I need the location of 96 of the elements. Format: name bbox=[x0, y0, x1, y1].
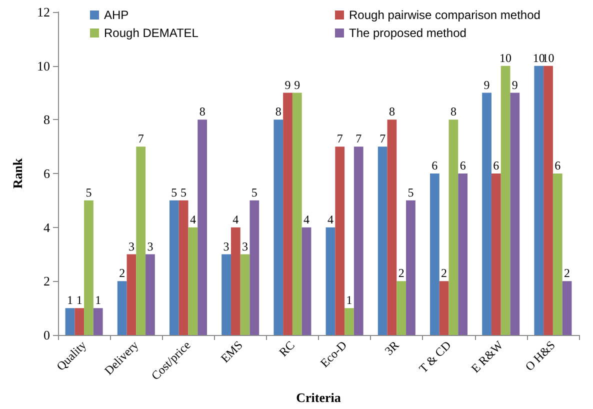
bar bbox=[146, 254, 155, 335]
data-label: 5 bbox=[86, 185, 92, 200]
bar bbox=[534, 66, 544, 335]
bar bbox=[84, 200, 94, 335]
bar bbox=[198, 120, 208, 335]
bar bbox=[552, 174, 562, 335]
bar bbox=[302, 227, 312, 335]
x-tick-label: T & CD bbox=[416, 338, 454, 376]
bar bbox=[562, 281, 572, 335]
bar bbox=[126, 254, 136, 335]
data-label: 3 bbox=[242, 239, 248, 254]
data-label: 9 bbox=[284, 78, 291, 92]
data-label: 8 bbox=[450, 104, 456, 119]
bar bbox=[230, 227, 240, 335]
bar bbox=[448, 120, 458, 335]
bar bbox=[283, 92, 292, 335]
bar bbox=[250, 200, 260, 335]
data-label: 1 bbox=[346, 293, 352, 308]
data-label: 9 bbox=[294, 78, 300, 92]
data-label: 4 bbox=[232, 212, 239, 226]
data-label: 1 bbox=[95, 293, 102, 308]
data-label: 9 bbox=[484, 78, 490, 92]
y-tick-label: 4 bbox=[44, 220, 50, 235]
data-label: 9 bbox=[512, 78, 518, 92]
bar bbox=[292, 92, 302, 335]
data-label: 10 bbox=[532, 50, 545, 65]
bar bbox=[326, 227, 336, 335]
y-tick-label: 12 bbox=[37, 4, 50, 20]
y-tick-label: 0 bbox=[44, 328, 50, 342]
data-label: 4 bbox=[304, 212, 310, 226]
data-label: 10 bbox=[542, 50, 554, 65]
bar bbox=[354, 146, 364, 335]
data-label: 6 bbox=[493, 158, 500, 172]
bar bbox=[178, 200, 188, 335]
bar bbox=[222, 254, 231, 335]
bar bbox=[344, 308, 354, 335]
bar bbox=[396, 281, 406, 335]
data-label: 6 bbox=[460, 158, 466, 172]
bar bbox=[430, 174, 440, 335]
bar bbox=[136, 146, 146, 335]
bar bbox=[169, 200, 179, 335]
data-label: 2 bbox=[564, 266, 570, 280]
y-tick-label: 8 bbox=[44, 112, 50, 128]
data-label: 3 bbox=[223, 239, 230, 254]
bar bbox=[378, 146, 388, 335]
data-label: 6 bbox=[554, 158, 561, 172]
data-label: 5 bbox=[408, 185, 414, 200]
legend-label: AHP bbox=[104, 8, 129, 22]
data-label: 2 bbox=[119, 266, 126, 280]
data-label: 5 bbox=[251, 185, 258, 200]
x-tick-label: 3R bbox=[382, 338, 402, 358]
data-label: 1 bbox=[76, 293, 82, 308]
bar bbox=[544, 66, 553, 335]
bar bbox=[387, 120, 397, 335]
bar bbox=[482, 92, 492, 335]
data-label: 7 bbox=[356, 132, 362, 146]
data-label: 8 bbox=[388, 104, 395, 119]
data-label: 7 bbox=[138, 132, 144, 146]
bar bbox=[117, 281, 127, 335]
data-label: 8 bbox=[275, 104, 282, 119]
data-label: 3 bbox=[147, 239, 154, 254]
bar bbox=[491, 174, 501, 335]
bar bbox=[439, 281, 449, 335]
bar bbox=[93, 308, 103, 335]
data-label: 1 bbox=[66, 293, 73, 308]
bar bbox=[510, 92, 520, 335]
bar bbox=[65, 308, 75, 335]
data-label: 3 bbox=[128, 239, 134, 254]
y-tick-label: 10 bbox=[37, 58, 50, 74]
bar bbox=[74, 308, 84, 335]
y-axis-title: Rank bbox=[10, 158, 25, 189]
data-label: 7 bbox=[336, 132, 343, 146]
x-axis-title: Criteria bbox=[296, 390, 342, 405]
bar bbox=[335, 146, 345, 335]
data-label: 4 bbox=[190, 212, 196, 226]
bar bbox=[274, 120, 284, 335]
y-tick-label: 6 bbox=[44, 166, 50, 181]
bar bbox=[188, 227, 198, 335]
data-label: 2 bbox=[398, 266, 404, 280]
data-label: 5 bbox=[171, 185, 178, 200]
legend-label: Rough DEMATEL bbox=[104, 26, 199, 40]
data-label: 5 bbox=[180, 185, 187, 200]
bar bbox=[500, 66, 510, 335]
x-tick-label: RC bbox=[276, 338, 298, 360]
data-label: 4 bbox=[327, 212, 334, 226]
y-tick-label: 2 bbox=[44, 274, 50, 289]
bar bbox=[458, 174, 468, 335]
data-label: 6 bbox=[432, 158, 438, 172]
legend-label: The proposed method bbox=[349, 26, 466, 40]
data-label: 7 bbox=[380, 132, 386, 146]
data-label: 8 bbox=[199, 104, 206, 119]
bar bbox=[406, 200, 416, 335]
legend-label: Rough pairwise comparison method bbox=[349, 8, 540, 22]
data-label: 10 bbox=[500, 50, 512, 65]
data-label: 2 bbox=[441, 266, 448, 280]
bar bbox=[240, 254, 250, 335]
